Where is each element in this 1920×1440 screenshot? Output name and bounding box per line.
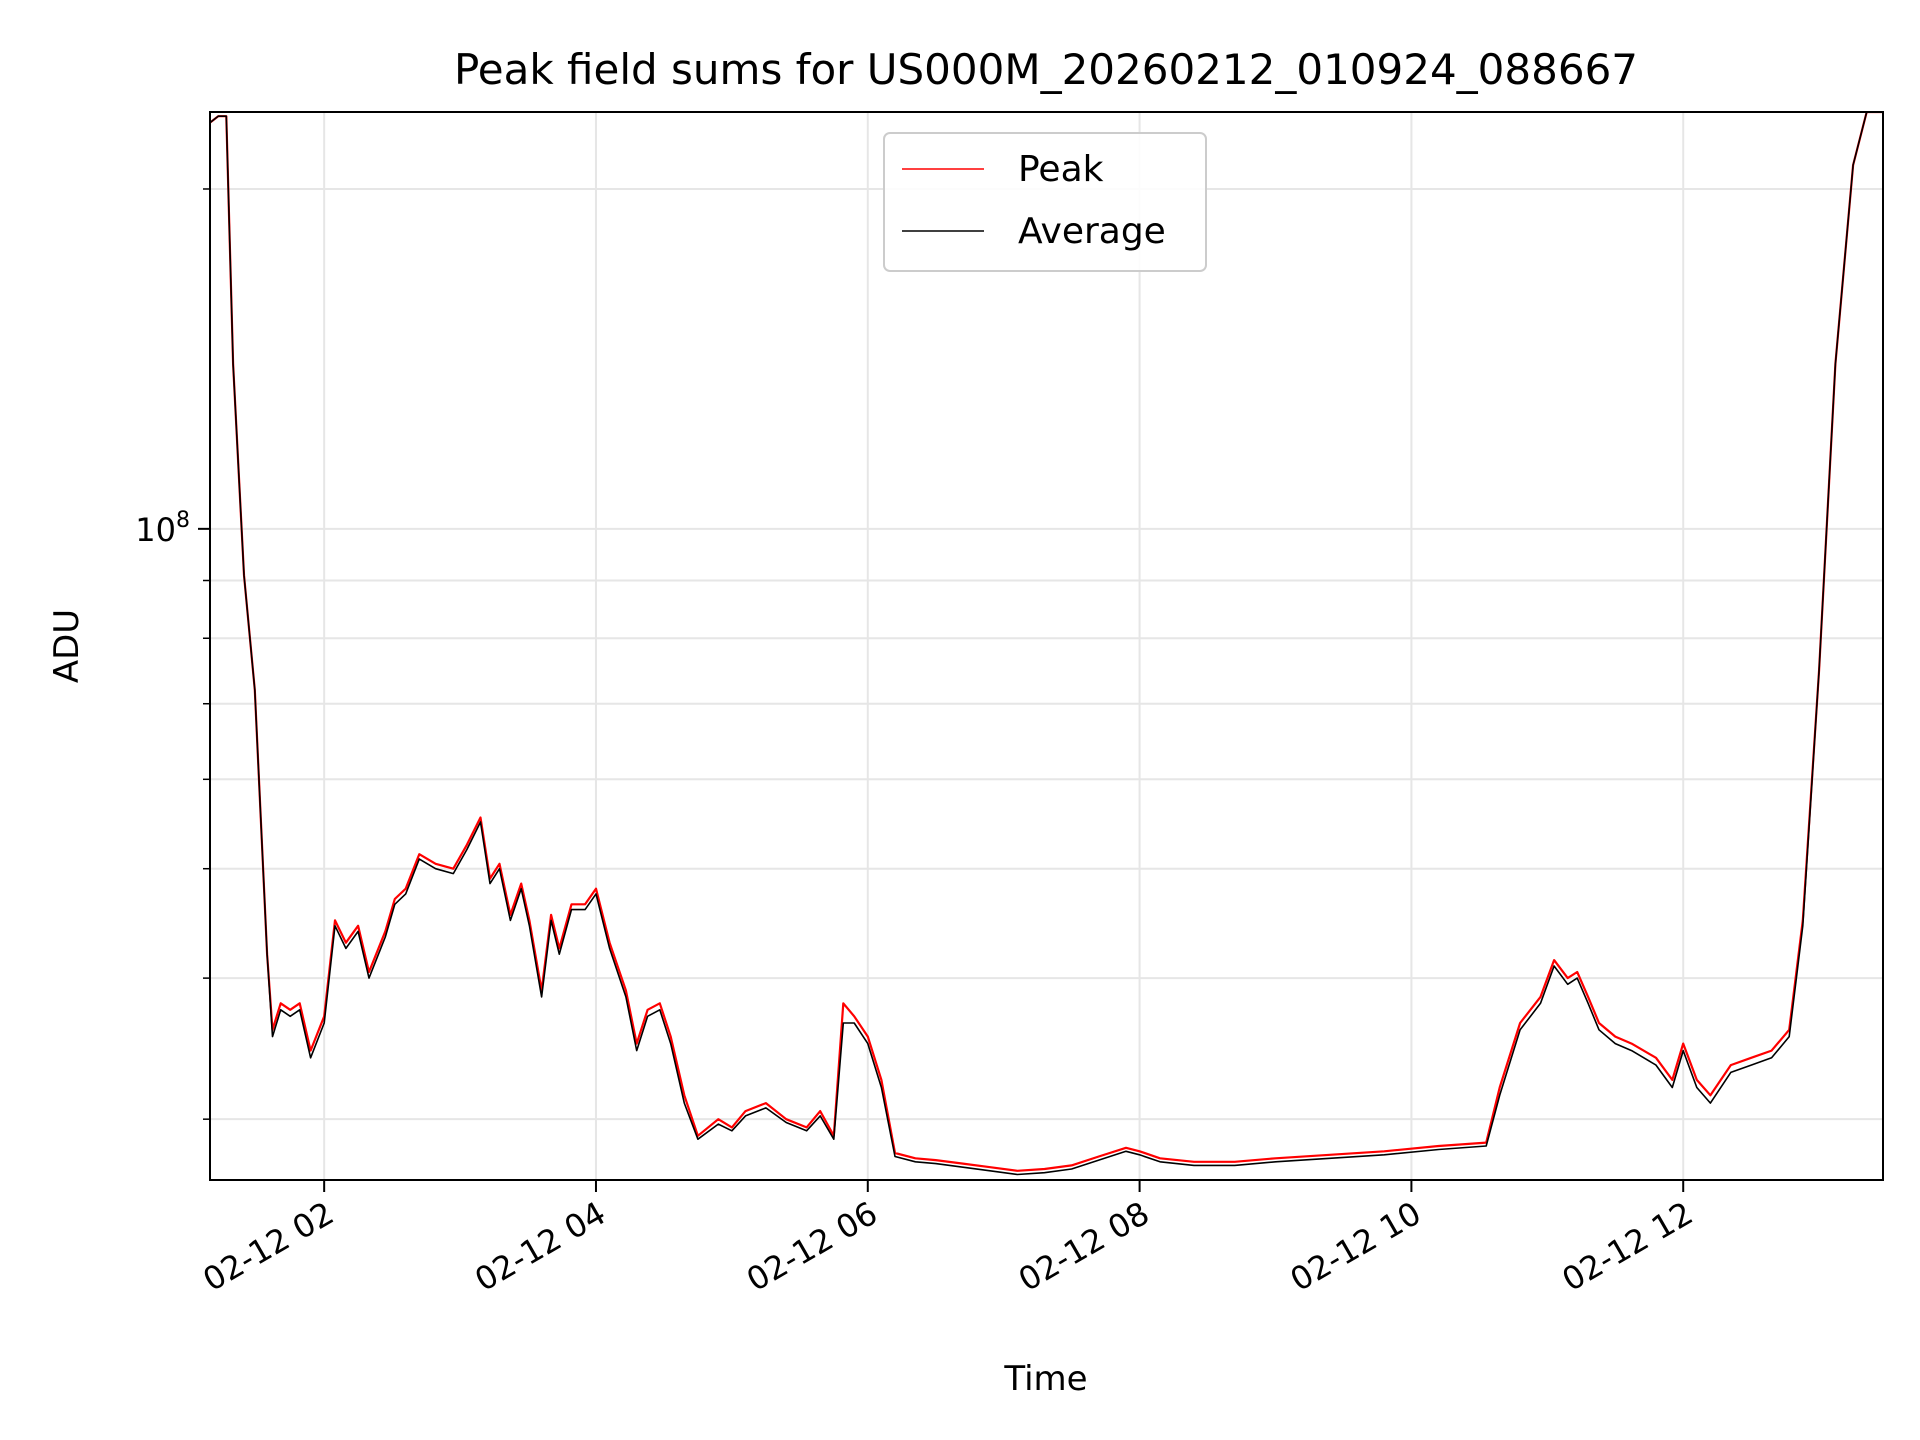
series-line-average	[210, 112, 1883, 1176]
legend: Peak Average	[883, 132, 1207, 272]
y-axis: 108	[135, 188, 210, 1120]
series-line-peak	[210, 112, 1883, 1172]
series-group	[210, 112, 1883, 1176]
x-axis-label: Time	[1003, 1359, 1087, 1399]
legend-box	[883, 132, 1207, 272]
y-tick-label: 108	[135, 508, 190, 549]
chart-title: Peak field sums for US000M_20260212_0109…	[454, 45, 1638, 94]
legend-label-peak: Peak	[1018, 149, 1104, 190]
plot-frame	[209, 111, 1884, 1181]
y-axis-label: ADU	[47, 609, 87, 683]
legend-label-average: Average	[1018, 211, 1166, 252]
